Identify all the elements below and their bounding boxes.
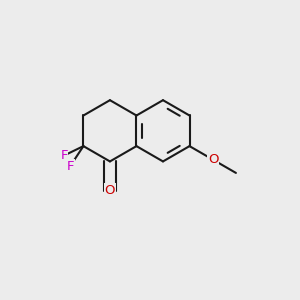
Text: O: O (105, 184, 115, 197)
Text: F: F (67, 160, 74, 172)
Text: O: O (208, 153, 219, 167)
Text: F: F (60, 149, 68, 162)
